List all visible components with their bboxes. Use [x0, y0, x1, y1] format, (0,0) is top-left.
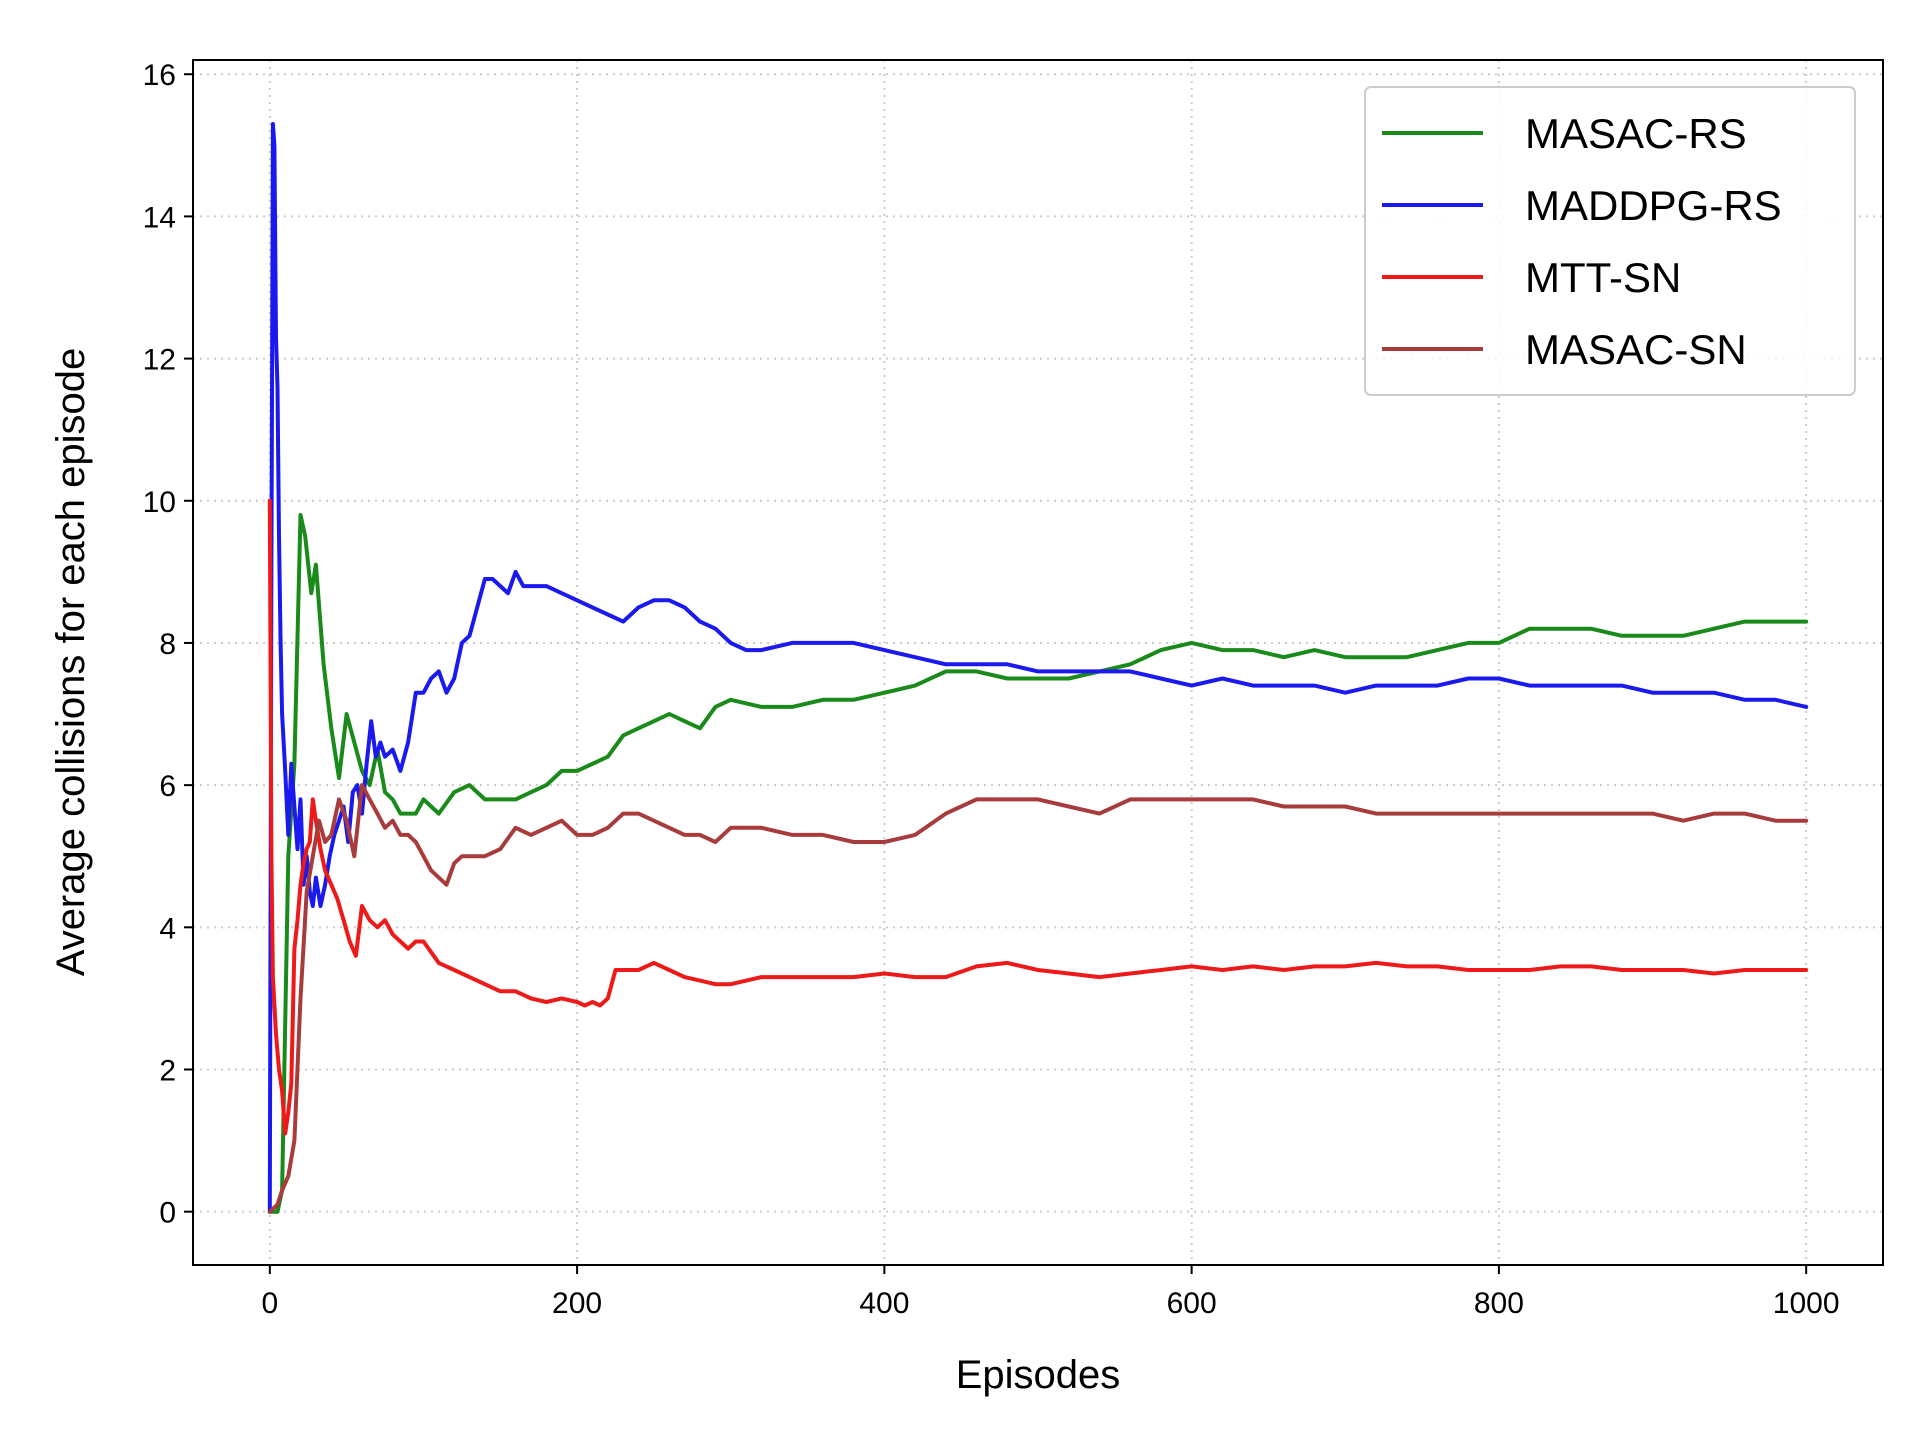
- grid: [193, 60, 1883, 1265]
- x-axis-title: Episodes: [956, 1353, 1121, 1397]
- y-tick-label: 10: [143, 486, 176, 519]
- legend-label-masac-sn: MASAC-SN: [1525, 326, 1747, 373]
- x-axis-ticks: 0 200 400 600 800 1000: [261, 1265, 1840, 1320]
- y-tick-label: 14: [143, 201, 176, 234]
- y-tick-label: 0: [159, 1197, 176, 1230]
- y-tick-label: 8: [159, 628, 176, 661]
- y-axis-ticks: 0 2 4 6 8 10 12 14 16: [143, 59, 193, 1230]
- x-tick-label: 0: [261, 1287, 278, 1320]
- series-line-maddpg-rs: [267, 122, 1809, 1214]
- x-tick-label: 600: [1167, 1287, 1217, 1320]
- legend-label-mtt-sn: MTT-SN: [1525, 254, 1681, 301]
- x-tick-label: 800: [1474, 1287, 1524, 1320]
- y-tick-label: 16: [143, 59, 176, 92]
- y-tick-label: 12: [143, 344, 176, 377]
- series-layer: [267, 122, 1809, 1214]
- legend-label-masac-rs: MASAC-RS: [1525, 110, 1747, 157]
- x-tick-label: 400: [859, 1287, 909, 1320]
- plot-frame: [192, 59, 1884, 1266]
- x-tick-label: 200: [552, 1287, 602, 1320]
- y-tick-label: 4: [159, 912, 176, 945]
- legend-box: [1364, 86, 1856, 396]
- series-line-masac-rs: [267, 513, 1809, 1214]
- series-line-mtt-sn: [267, 498, 1809, 1136]
- y-axis-title: Average collisions for each episode: [49, 348, 93, 977]
- legend: MASAC-RS MADDPG-RS MTT-SN MASAC-SN: [1364, 86, 1856, 396]
- y-tick-label: 2: [159, 1054, 176, 1087]
- y-tick-label: 6: [159, 770, 176, 803]
- series-line-masac-sn: [267, 783, 1809, 1214]
- x-tick-label: 1000: [1773, 1287, 1840, 1320]
- legend-label-maddpg-rs: MADDPG-RS: [1525, 182, 1782, 229]
